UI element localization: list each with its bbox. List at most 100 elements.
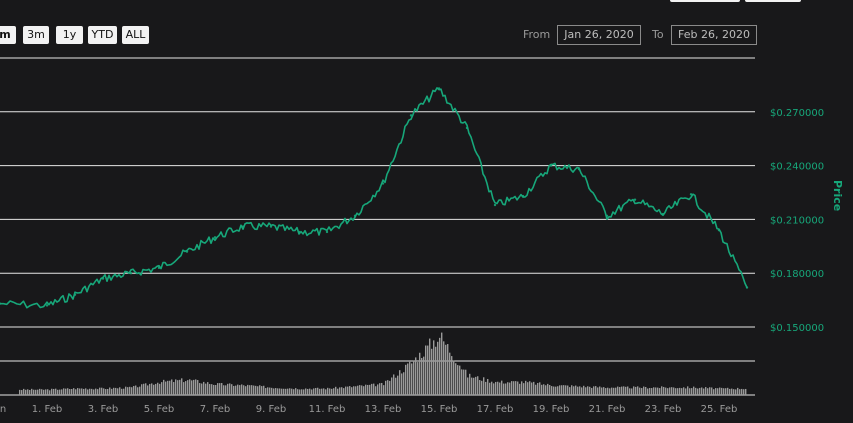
volume-bar xyxy=(595,386,597,395)
volume-bar xyxy=(63,388,65,395)
volume-bar xyxy=(263,385,265,395)
volume-bar xyxy=(593,386,595,395)
from-date-input[interactable]: Jan 26, 2020 xyxy=(557,25,641,45)
price-point[interactable] xyxy=(157,266,161,270)
volume-bar xyxy=(131,387,133,395)
volume-bar xyxy=(379,383,381,395)
price-point[interactable] xyxy=(325,230,329,234)
volume-bar xyxy=(189,379,191,395)
price-point[interactable] xyxy=(745,286,749,289)
volume-bar xyxy=(413,360,415,395)
y-tick-label: $0.270000 xyxy=(770,108,824,119)
price-point[interactable] xyxy=(605,214,609,218)
range-button-all[interactable]: ALL xyxy=(122,26,149,44)
volume-bar xyxy=(305,388,307,395)
volume-bar xyxy=(575,385,577,395)
range-button-m[interactable]: m xyxy=(0,26,16,44)
volume-bar xyxy=(637,386,639,395)
price-point[interactable] xyxy=(661,212,665,216)
volume-bar xyxy=(247,384,249,395)
volume-bar xyxy=(385,380,387,395)
price-point[interactable] xyxy=(717,228,721,232)
top-control-button-1[interactable] xyxy=(670,0,740,2)
volume-bar xyxy=(31,388,33,395)
volume-bar xyxy=(727,387,729,395)
price-point[interactable] xyxy=(437,87,441,90)
volume-bar xyxy=(33,389,35,395)
volume-bar xyxy=(367,384,369,395)
price-point[interactable] xyxy=(269,225,273,228)
volume-bar xyxy=(525,380,527,395)
volume-bar xyxy=(143,383,145,395)
volume-bar xyxy=(149,383,151,395)
volume-bar xyxy=(613,387,615,395)
price-point[interactable] xyxy=(465,126,469,130)
range-button-1y[interactable]: 1y xyxy=(56,26,83,44)
volume-bar xyxy=(195,379,197,395)
price-point[interactable] xyxy=(73,293,77,296)
volume-bar xyxy=(309,388,311,395)
volume-bar xyxy=(199,383,201,395)
price-point[interactable] xyxy=(689,193,693,196)
volume-bar xyxy=(415,357,417,395)
volume-bar xyxy=(503,383,505,395)
volume-bar xyxy=(115,387,117,395)
volume-bar xyxy=(57,389,59,395)
volume-bar xyxy=(365,384,367,395)
price-point[interactable] xyxy=(381,182,385,185)
volume-bar xyxy=(539,382,541,395)
volume-bar xyxy=(193,379,195,395)
volume-bar xyxy=(431,348,433,395)
volume-bar xyxy=(665,387,667,395)
volume-bar xyxy=(343,388,345,395)
range-button-ytd[interactable]: YTD xyxy=(88,26,117,44)
volume-bar xyxy=(103,388,105,395)
to-date-input[interactable]: Feb 26, 2020 xyxy=(671,25,757,45)
price-point[interactable] xyxy=(213,236,217,239)
volume-bar xyxy=(201,383,203,395)
price-line[interactable] xyxy=(0,87,748,309)
volume-bar xyxy=(579,386,581,395)
price-point[interactable] xyxy=(409,114,413,117)
volume-bar xyxy=(45,389,47,395)
volume-bar xyxy=(119,387,121,395)
x-tick-label: 23. Feb xyxy=(645,404,682,415)
x-tick-label: 3. Feb xyxy=(88,404,118,415)
volume-bar xyxy=(509,382,511,395)
price-point[interactable] xyxy=(101,277,105,280)
volume-bar xyxy=(405,364,407,395)
volume-bar xyxy=(529,381,531,395)
volume-bar xyxy=(243,385,245,395)
volume-bar xyxy=(187,380,189,395)
price-point[interactable] xyxy=(521,194,525,198)
price-point[interactable] xyxy=(549,164,553,167)
price-point[interactable] xyxy=(353,214,357,218)
price-point[interactable] xyxy=(297,230,301,234)
price-point[interactable] xyxy=(0,302,2,305)
volume-bar xyxy=(133,385,135,395)
volume-bar xyxy=(197,380,199,395)
price-point[interactable] xyxy=(45,304,49,307)
volume-bar xyxy=(645,386,647,395)
price-point[interactable] xyxy=(577,167,581,171)
price-point[interactable] xyxy=(241,225,245,228)
volume-bar xyxy=(567,385,569,395)
price-point[interactable] xyxy=(493,203,497,207)
volume-bar xyxy=(135,385,137,395)
range-button-3m[interactable]: 3m xyxy=(23,26,49,44)
volume-bar xyxy=(347,386,349,395)
volume-bar xyxy=(411,363,413,395)
price-point[interactable] xyxy=(185,250,189,253)
price-point[interactable] xyxy=(129,272,133,275)
volume-bar xyxy=(155,383,157,395)
volume-bar xyxy=(325,389,327,395)
top-control-button-2[interactable] xyxy=(745,0,801,2)
volume-bar xyxy=(535,384,537,395)
price-point[interactable] xyxy=(633,198,637,201)
volume-bar xyxy=(47,389,49,395)
volume-bar xyxy=(463,369,465,395)
volume-bar xyxy=(561,385,563,395)
volume-bar xyxy=(295,388,297,395)
volume-bar xyxy=(739,389,741,395)
